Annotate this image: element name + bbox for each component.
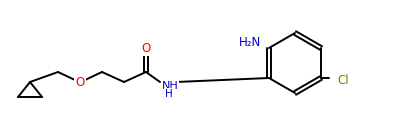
Text: H₂N: H₂N bbox=[239, 36, 261, 50]
Text: Cl: Cl bbox=[337, 74, 349, 86]
Text: O: O bbox=[141, 42, 151, 54]
Text: H: H bbox=[165, 89, 173, 99]
Text: NH: NH bbox=[162, 81, 178, 91]
Text: O: O bbox=[75, 75, 85, 89]
